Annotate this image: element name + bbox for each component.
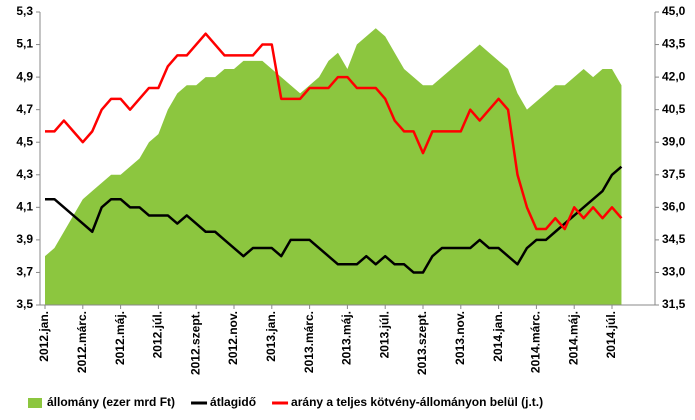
y-tick-label: 5,3 — [16, 4, 33, 18]
x-tick-label: 2014.jan. — [491, 311, 505, 362]
y-tick-label: 3,9 — [16, 232, 33, 246]
x-tick-label: 2013.szept. — [415, 311, 429, 375]
y2-tick-label: 43,5 — [662, 37, 686, 51]
y2-tick-label: 42,0 — [662, 69, 686, 83]
line — [45, 32, 623, 231]
x-tick-label: 2014.júl. — [604, 311, 618, 358]
legend-label: átlagidő — [210, 395, 256, 409]
x-tick-label: 2012.júl. — [151, 311, 165, 358]
y2-tick-label: 34,5 — [662, 232, 686, 246]
y-tick-label: 4,7 — [16, 102, 33, 116]
y-tick-label: 4,1 — [16, 200, 33, 214]
x-tick-label: 2013.nov. — [453, 311, 467, 365]
x-tick-label: 2012.máj. — [113, 311, 127, 365]
y-tick-label: 4,9 — [16, 69, 33, 83]
legend-label: állomány (ezer mrd Ft) — [47, 395, 175, 409]
x-tick-label: 2012.jan. — [37, 311, 51, 362]
x-tick-label: 2012.szept. — [188, 311, 202, 375]
y2-tick-label: 45,0 — [662, 4, 686, 18]
legend-label: arány a teljes kötvény-állományon belül … — [291, 395, 543, 409]
y-tick-label: 3,7 — [16, 265, 33, 279]
x-tick-label: 2014.máj. — [566, 311, 580, 365]
x-tick-label: 2013.márc. — [302, 311, 316, 373]
x-tick-label: 2013.júl. — [377, 311, 391, 358]
y2-tick-label: 39,0 — [662, 134, 686, 148]
y-tick-label: 4,3 — [16, 167, 33, 181]
y-tick-label: 4,5 — [16, 134, 33, 148]
y-tick-label: 5,1 — [16, 37, 33, 51]
y2-tick-label: 31,5 — [662, 297, 686, 311]
y2-tick-label: 33,0 — [662, 265, 686, 279]
y-tick-label: 3,5 — [16, 297, 33, 311]
x-tick-label: 2013.jan. — [264, 311, 278, 362]
area — [45, 28, 622, 306]
legend-swatch — [28, 398, 42, 408]
line — [45, 165, 623, 274]
y2-tick-label: 36,0 — [662, 200, 686, 214]
y2-tick-label: 37,5 — [662, 167, 686, 181]
x-tick-label: 2013.máj. — [340, 311, 354, 365]
x-tick-label: 2012.márc. — [75, 311, 89, 373]
x-tick-label: 2012.nov. — [226, 311, 240, 365]
y2-tick-label: 40,5 — [662, 102, 686, 116]
x-tick-label: 2014.márc. — [529, 311, 543, 373]
